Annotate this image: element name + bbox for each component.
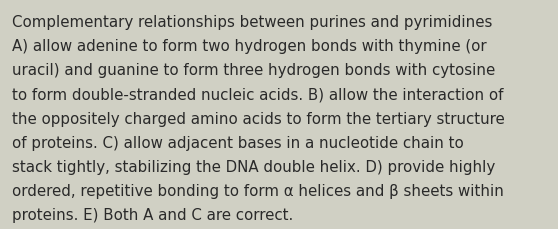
Text: to form double-stranded nucleic acids. B) allow the interaction of: to form double-stranded nucleic acids. B… bbox=[12, 87, 504, 102]
Text: uracil) and guanine to form three hydrogen bonds with cytosine: uracil) and guanine to form three hydrog… bbox=[12, 63, 496, 78]
Text: A) allow adenine to form two hydrogen bonds with thymine (or: A) allow adenine to form two hydrogen bo… bbox=[12, 39, 487, 54]
Text: Complementary relationships between purines and pyrimidines: Complementary relationships between puri… bbox=[12, 15, 493, 30]
Text: ordered, repetitive bonding to form α helices and β sheets within: ordered, repetitive bonding to form α he… bbox=[12, 183, 504, 198]
Text: the oppositely charged amino acids to form the tertiary structure: the oppositely charged amino acids to fo… bbox=[12, 111, 505, 126]
Text: of proteins. C) allow adjacent bases in a nucleotide chain to: of proteins. C) allow adjacent bases in … bbox=[12, 135, 464, 150]
Text: proteins. E) Both A and C are correct.: proteins. E) Both A and C are correct. bbox=[12, 207, 294, 222]
Text: stack tightly, stabilizing the DNA double helix. D) provide highly: stack tightly, stabilizing the DNA doubl… bbox=[12, 159, 496, 174]
